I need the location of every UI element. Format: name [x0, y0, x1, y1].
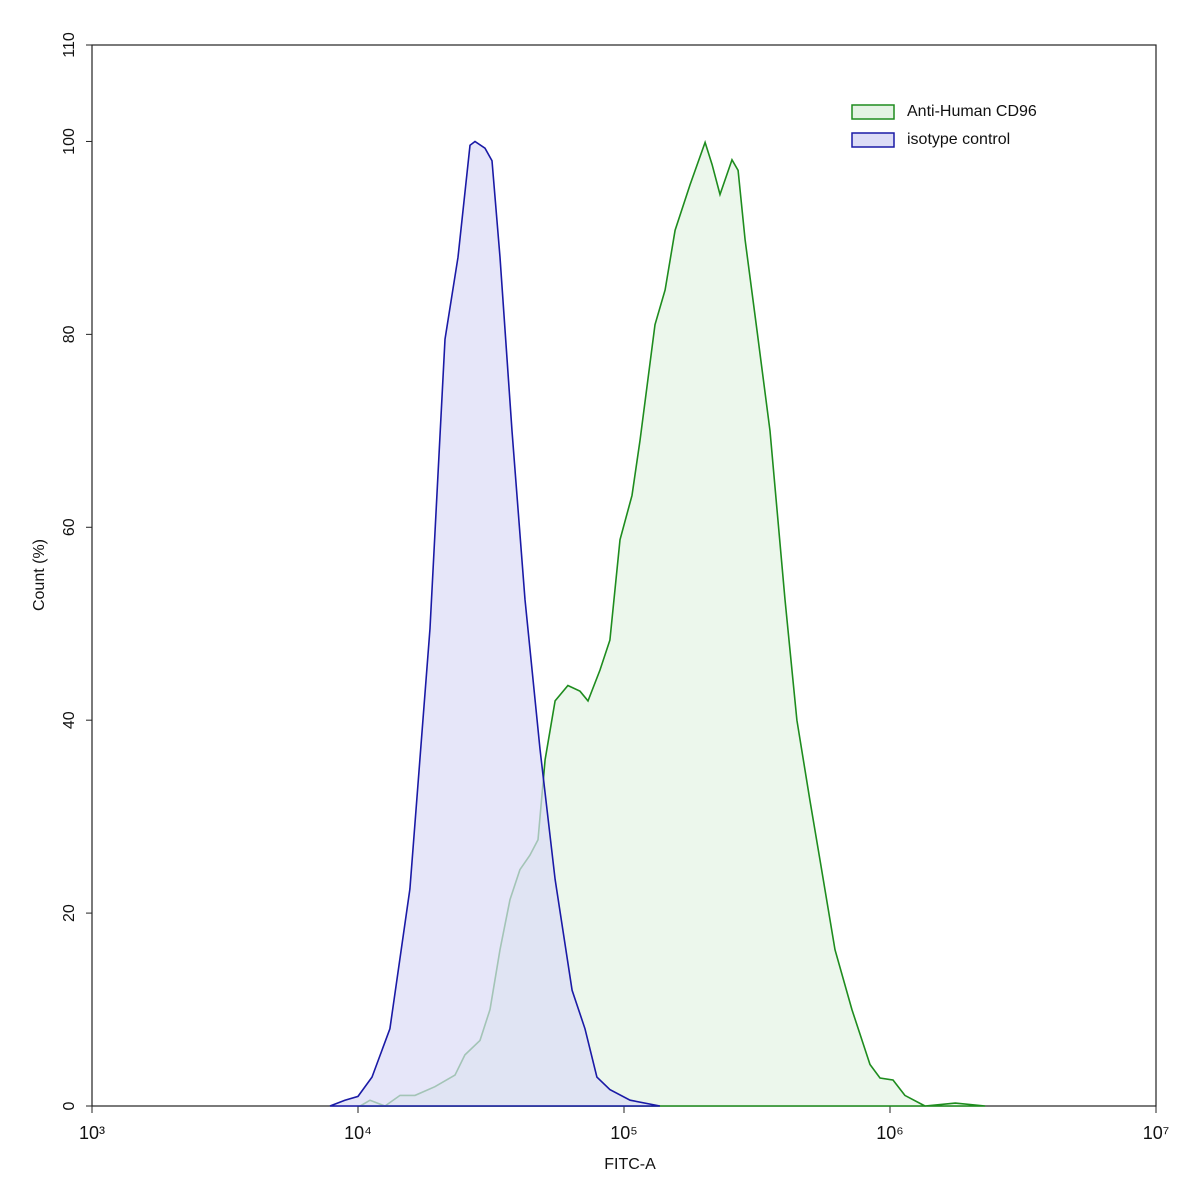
x-tick-label: 10⁶ [876, 1123, 903, 1143]
y-tick-label: 110 [61, 32, 78, 58]
y-tick-label: 0 [61, 1101, 78, 1110]
x-tick-label: 10⁷ [1143, 1123, 1170, 1143]
x-tick-label: 10⁵ [610, 1123, 637, 1143]
legend-swatch [851, 132, 895, 148]
y-tick-label: 80 [61, 325, 78, 343]
x-axis-label: FITC-A [604, 1156, 656, 1173]
histogram-area [329, 140, 661, 1107]
legend-label: Anti-Human CD96 [907, 103, 1037, 120]
y-tick-label: 100 [61, 128, 78, 155]
legend-label: isotype control [907, 131, 1010, 148]
x-tick-label: 10⁴ [344, 1123, 372, 1143]
legend-swatch [851, 104, 895, 120]
y-tick-label: 60 [61, 518, 78, 536]
x-tick-label: 10³ [79, 1123, 105, 1143]
y-tick-label: 20 [61, 904, 78, 922]
y-tick-label: 40 [61, 711, 78, 729]
y-axis-label: Count (%) [31, 539, 48, 611]
